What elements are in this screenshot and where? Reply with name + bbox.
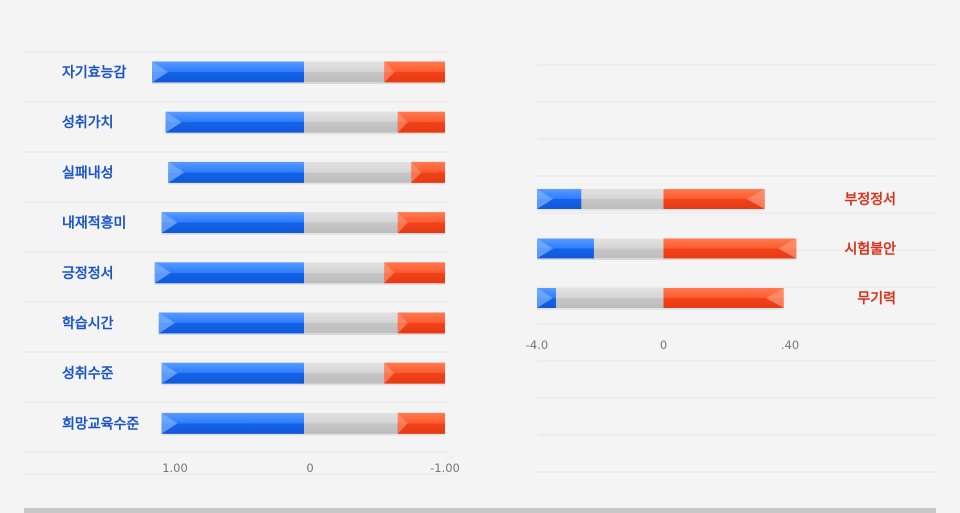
left-bar-track [302, 161, 414, 183]
left-bar-blue [161, 412, 304, 434]
right-bar-row [537, 288, 784, 310]
right-bar-blue-arrow [537, 288, 553, 308]
right-bar-blue-arrow [537, 189, 553, 209]
left-category-label: 학습시간 [62, 315, 114, 332]
bars [152, 61, 797, 436]
left-bar-blue [158, 312, 304, 334]
left-bar-red [397, 312, 445, 334]
left-bar-row [161, 412, 445, 436]
left-bar-blue-arrow [158, 312, 175, 334]
right-bar-track [579, 189, 666, 209]
left-bar-blue [152, 61, 304, 83]
left-bar-row [158, 312, 445, 335]
left-bar-blue-arrow [161, 212, 178, 234]
right-bar-red-arrow [765, 288, 784, 308]
left-bar-red [384, 61, 445, 83]
left-bar-blue-arrow [154, 262, 171, 284]
right-tick-label: -4.0 [526, 338, 548, 352]
left-category-label: 희망교육수준 [62, 415, 139, 432]
left-bar-red-arrow [384, 362, 395, 384]
left-bar-red [397, 111, 445, 133]
left-bar-red-arrow [397, 212, 408, 234]
left-bar-track [302, 312, 400, 334]
right-bar-row [537, 238, 797, 260]
left-bar-track [302, 61, 387, 83]
left-bar-red [397, 212, 445, 234]
left-bar-track [302, 362, 387, 384]
right-bar-red [663, 189, 765, 209]
left-bar-row [152, 61, 445, 84]
left-bar-red [384, 362, 445, 384]
left-bar-red [411, 161, 445, 183]
left-bar-row [161, 212, 445, 235]
footer-divider [24, 508, 936, 513]
left-bar-row [165, 111, 445, 135]
right-bar-red-arrow [778, 238, 797, 259]
left-bar-track [302, 412, 400, 434]
left-category-label: 성취가치 [62, 115, 114, 131]
left-bar-row [161, 362, 445, 386]
left-bar-red-arrow [384, 61, 395, 83]
left-tick-label: 1.00 [162, 461, 188, 475]
left-bar-blue-arrow [168, 161, 185, 183]
left-tick-label: -1.00 [430, 461, 460, 475]
left-category-label: 긍정정서 [62, 265, 114, 282]
right-bar-track [553, 288, 666, 308]
left-bar-track [302, 111, 400, 133]
right-bar-blue [537, 189, 582, 209]
right-bar-blue [537, 238, 594, 259]
left-tick-label: 0 [306, 461, 313, 475]
left-bar-track [302, 212, 400, 234]
left-bar-blue [161, 212, 304, 234]
left-bar-red-arrow [397, 312, 408, 334]
right-bar-track [591, 238, 666, 259]
left-bar-red [384, 262, 445, 284]
left-bar-row [168, 161, 445, 185]
right-bar-row [537, 189, 765, 211]
right-bar-red [663, 238, 797, 259]
left-bar-blue [168, 161, 304, 183]
left-bar-blue-arrow [161, 412, 178, 434]
right-bar-red [663, 288, 784, 308]
left-bar-blue [165, 111, 304, 133]
right-category-label: 무기력 [857, 291, 896, 307]
left-category-label: 내재적흥미 [62, 215, 126, 232]
left-bar-blue-arrow [165, 111, 182, 133]
left-bar-red-arrow [397, 111, 408, 133]
left-bar-red-arrow [397, 412, 408, 434]
right-category-label: 부정정서 [844, 191, 896, 208]
left-bar-row [154, 262, 445, 285]
left-bar-blue [161, 362, 304, 384]
tick-labels: 1.00 0 -1.00 -4.0 0 .40 [162, 338, 799, 475]
left-category-label: 자기효능감 [62, 64, 127, 81]
right-tick-label: .40 [781, 338, 799, 352]
left-bar-blue [154, 262, 304, 284]
left-bar-blue-arrow [161, 362, 178, 384]
left-category-label: 성취수준 [62, 366, 114, 382]
grid-lines [24, 51, 936, 475]
left-category-label: 실패내성 [62, 165, 114, 181]
right-tick-label: 0 [660, 338, 667, 352]
left-bar-red [397, 412, 445, 434]
left-bar-red-arrow [384, 262, 395, 284]
right-category-label: 시험불안 [844, 241, 896, 258]
right-bar-blue-arrow [537, 238, 553, 259]
left-bar-track [302, 262, 387, 284]
left-bar-blue-arrow [152, 61, 169, 83]
right-bar-red-arrow [746, 189, 765, 209]
left-bar-red-arrow [411, 161, 422, 183]
